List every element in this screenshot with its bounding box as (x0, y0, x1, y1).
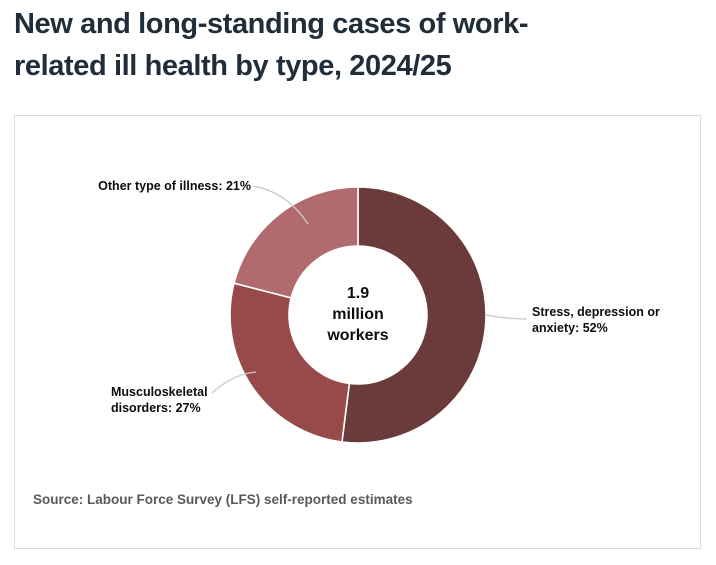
page-title-line-1: New and long-standing cases of work- (14, 8, 529, 40)
page-title: New and long-standing cases of work- rel… (14, 3, 704, 87)
donut-segment-0 (341, 186, 487, 444)
leader-line-other (252, 185, 309, 225)
callout-musculoskeletal-line-1: Musculoskeletal (111, 385, 208, 399)
callout-other-illness-line-1: Other type of illness: 21% (98, 179, 251, 193)
donut-segments (229, 186, 487, 444)
leader-line-musculoskeletal (211, 371, 257, 394)
donut-svg (211, 185, 528, 444)
callout-stress-line-1: Stress, depression or (532, 305, 660, 319)
callout-stress: Stress, depression or anxiety: 52% (532, 304, 698, 336)
leader-line-stress (485, 314, 528, 320)
source-note: Source: Labour Force Survey (LFS) self-r… (33, 492, 413, 507)
callout-other-illness: Other type of illness: 21% (45, 178, 251, 194)
donut-segment-2 (233, 186, 359, 299)
callout-musculoskeletal-line-2: disorders: 27% (111, 401, 201, 415)
callout-stress-line-2: anxiety: 52% (532, 321, 608, 335)
page-title-line-2: related ill health by type, 2024/25 (14, 50, 452, 82)
chart-card: 1.9 million workers Other type of illnes… (14, 115, 701, 549)
callout-musculoskeletal: Musculoskeletal disorders: 27% (111, 384, 261, 416)
donut-segment-1 (229, 282, 351, 443)
